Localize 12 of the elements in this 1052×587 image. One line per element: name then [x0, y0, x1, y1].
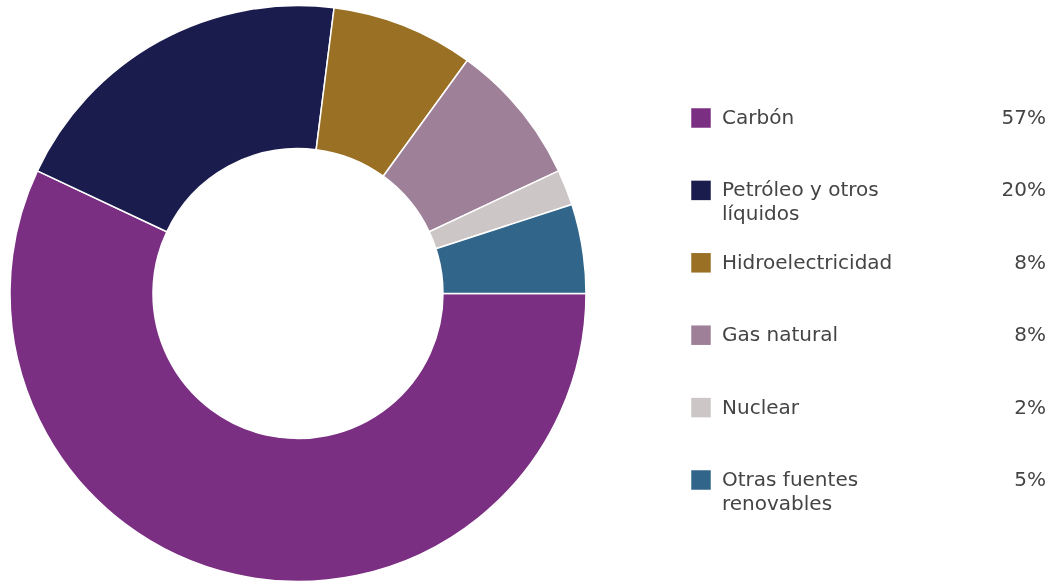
data-label: 20% [1001, 177, 1046, 202]
data-label: 8% [1014, 322, 1046, 347]
legend-label: Gas natural [722, 322, 839, 347]
data-label: 57% [1001, 105, 1046, 129]
legend-label: Carbón [722, 105, 795, 129]
legend-label: Otras fuentes renovables [722, 467, 859, 515]
data-label: 8% [1014, 249, 1046, 274]
data-label: 5% [1014, 467, 1046, 491]
legend-label: Hidroelectricidad [722, 249, 893, 274]
legend-label: Nuclear [722, 394, 800, 419]
legend-label: Petróleo y otros líquidos [722, 177, 879, 226]
data-label: 2% [1014, 394, 1046, 419]
